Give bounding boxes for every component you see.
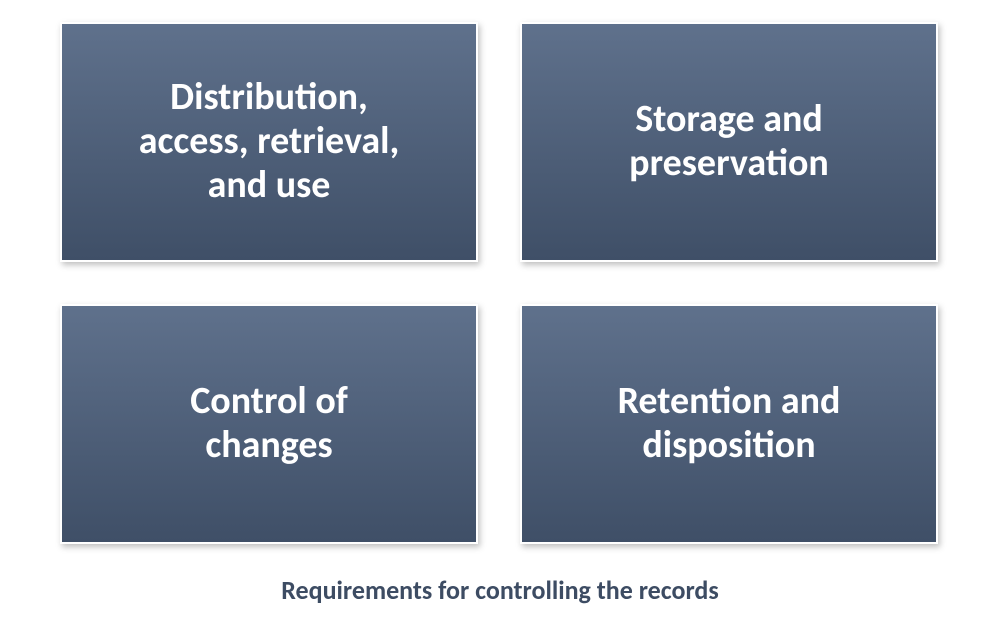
- caption-text: Requirements for controlling the records: [281, 574, 718, 606]
- tile-storage: Storage and preservation: [520, 22, 938, 262]
- diagram-caption: Requirements for controlling the records: [0, 574, 1000, 606]
- tile-label: Distribution, access, retrieval, and use: [139, 76, 400, 207]
- tile-grid: Distribution, access, retrieval, and use…: [60, 22, 938, 544]
- tile-label: Control of changes: [190, 380, 348, 467]
- diagram-canvas: Distribution, access, retrieval, and use…: [0, 0, 1000, 628]
- tile-label: Storage and preservation: [629, 98, 829, 185]
- tile-distribution: Distribution, access, retrieval, and use: [60, 22, 478, 262]
- tile-label: Retention and disposition: [618, 380, 841, 467]
- tile-control-changes: Control of changes: [60, 304, 478, 544]
- tile-retention: Retention and disposition: [520, 304, 938, 544]
